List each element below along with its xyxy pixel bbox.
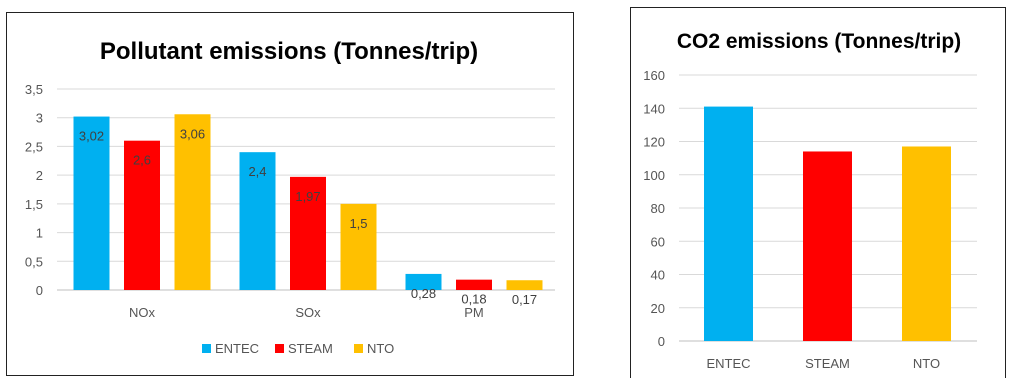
y-tick-label: 3,5: [25, 82, 43, 97]
data-label: 3,02: [79, 129, 104, 144]
y-tick-label: 1: [36, 226, 43, 241]
y-tick-label: 100: [643, 168, 665, 183]
bar-entec-nox: [73, 116, 110, 291]
x-category-label: NTO: [913, 356, 940, 371]
y-tick-label: 160: [643, 68, 665, 83]
y-tick-label: 40: [651, 268, 665, 283]
y-tick-label: 0: [658, 334, 665, 349]
data-label: 2,6: [133, 153, 151, 168]
legend-label-nto: NTO: [367, 341, 394, 356]
legend-swatch-steam: [275, 344, 284, 353]
legend-label-steam: STEAM: [288, 341, 333, 356]
bar-entec: [704, 106, 753, 342]
x-category-label: PM: [464, 305, 484, 320]
bar-nto-pm: [506, 280, 543, 290]
pollutant-chart-panel: Pollutant emissions (Tonnes/trip) 0 0,5 1 1…: [6, 12, 574, 376]
data-label: 1,5: [349, 216, 367, 231]
y-tick-label: 2,5: [25, 139, 43, 154]
bar-steam-sox: [290, 176, 326, 290]
y-tick-label: 0,5: [25, 254, 43, 269]
data-label: 2,4: [248, 164, 266, 179]
x-category-label: NOx: [129, 305, 156, 320]
chart-title: Pollutant emissions (Tonnes/trip): [100, 38, 478, 65]
data-label: 0,28: [411, 286, 436, 301]
co2-chart-panel: CO2 emissions (Tonnes/trip) 0 20 40 60 80 100…: [630, 7, 1006, 378]
legend-swatch-entec: [202, 344, 211, 353]
bar-nto-nox: [174, 114, 211, 290]
y-tick-label: 60: [651, 234, 665, 249]
y-tick-label: 1,5: [25, 197, 43, 212]
bar-entec-pm: [405, 273, 442, 290]
y-tick-label: 0: [36, 283, 43, 298]
data-label: 3,06: [180, 126, 205, 141]
legend-swatch-nto: [354, 344, 363, 353]
bar-nto-sox: [340, 203, 377, 290]
legend-label-entec: ENTEC: [215, 341, 259, 356]
co2-chart: CO2 emissions (Tonnes/trip) 0 20 40 60 80 100…: [643, 30, 977, 371]
x-category-label: SOx: [295, 305, 321, 320]
x-category-label: STEAM: [805, 356, 850, 371]
data-label: 0,18: [461, 292, 486, 307]
data-label: 0,17: [512, 292, 537, 307]
x-category-label: ENTEC: [706, 356, 750, 371]
data-label: 1,97: [295, 189, 320, 204]
bar-entec-sox: [239, 152, 276, 290]
chart-title: CO2 emissions (Tonnes/trip): [677, 30, 961, 53]
y-tick-label: 140: [643, 101, 665, 116]
bar-steam-pm: [456, 279, 492, 290]
pollutant-chart: Pollutant emissions (Tonnes/trip) 0 0,5 1 1…: [25, 38, 555, 356]
bar-steam: [803, 151, 852, 341]
y-tick-label: 2: [36, 168, 43, 183]
bar-nto: [902, 146, 951, 341]
y-tick-label: 20: [651, 301, 665, 316]
y-tick-label: 3: [36, 111, 43, 126]
y-tick-label: 80: [651, 201, 665, 216]
bar-steam-nox: [124, 140, 160, 290]
y-tick-label: 120: [643, 135, 665, 150]
